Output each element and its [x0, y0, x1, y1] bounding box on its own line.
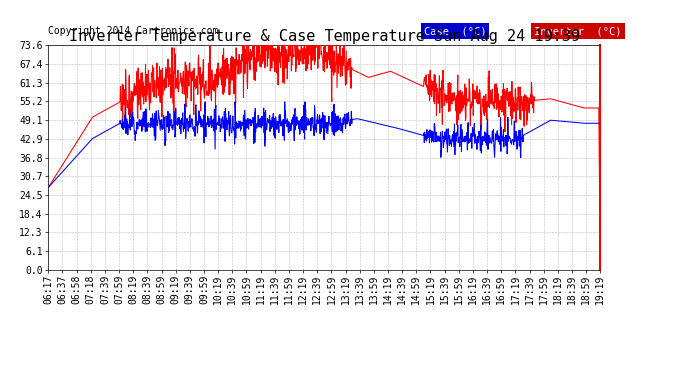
Text: Copyright 2014 Cartronics.com: Copyright 2014 Cartronics.com — [48, 26, 219, 36]
Title: Inverter Temperature & Case Temperature Sun Aug 24 19:39: Inverter Temperature & Case Temperature … — [69, 29, 580, 44]
Text: Case  (°C): Case (°C) — [424, 26, 486, 36]
Text: Inverter  (°C): Inverter (°C) — [534, 26, 622, 36]
